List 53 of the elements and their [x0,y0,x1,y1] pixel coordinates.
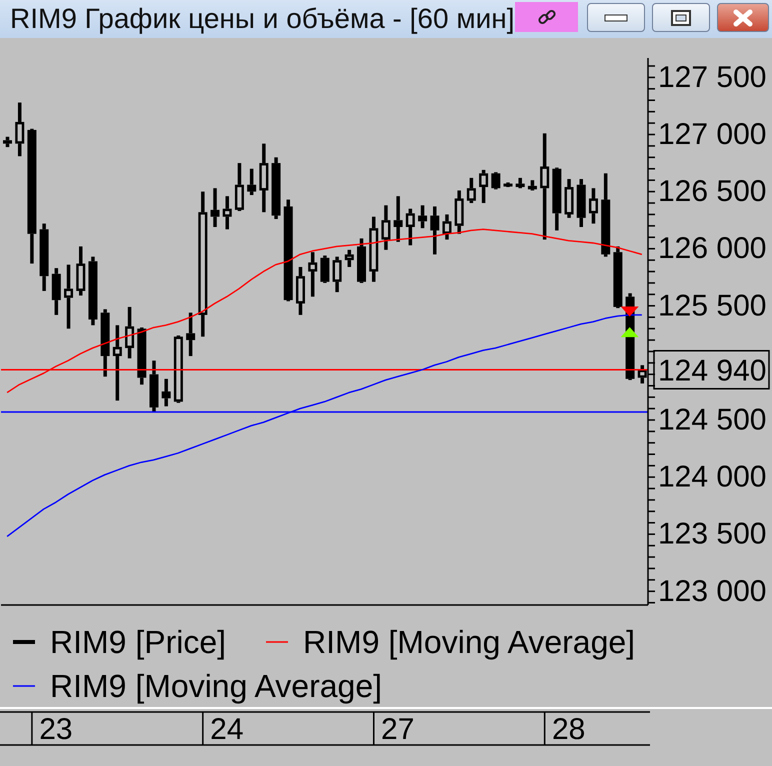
candlestick [64,264,74,329]
y-tick-label: 123 000 [658,574,766,608]
candlestick [296,266,305,315]
candlestick [247,168,256,196]
x-tick-label: 28 [552,713,586,746]
candlestick [76,246,86,296]
candlestick [381,205,390,250]
y-tick-label: 127 000 [658,118,766,152]
x-tick-label: 24 [210,713,244,746]
candlestick [308,252,318,297]
y-tick-label: 125 500 [658,289,766,322]
candlestick [259,144,268,212]
candlestick [491,172,500,190]
candlestick [479,170,488,204]
candlestick [552,168,562,230]
candlestick [100,309,110,377]
candlestick [418,205,428,228]
legend-label: RIM9 [Price] [50,624,226,660]
chart-title: RIM9 График цены и объёма - [60 мин] [10,2,514,36]
candlestick [15,102,24,156]
candlestick [112,325,122,401]
candlestick [564,179,574,218]
legend-label: RIM9 [Moving Average] [50,668,382,704]
candlestick [198,192,208,337]
candlestick [430,206,440,254]
y-tick-label: 126 000 [658,232,766,266]
candlestick [52,268,61,315]
candlestick [40,224,49,291]
candlestick [162,378,171,406]
candlestick [332,256,342,292]
candlestick [210,188,220,228]
candlestick [466,178,476,204]
candlestick [88,256,98,326]
x-tick-label: 23 [39,713,73,746]
candlestick [406,208,415,246]
candlestick [588,188,598,224]
y-tick-label: 123 500 [658,518,766,551]
candlestick [394,196,403,242]
ref-line-label: 124 940 [658,354,766,388]
x-tick-label: 27 [381,713,414,746]
candlestick [272,157,281,220]
candlestick [344,250,354,267]
candlestick [186,312,196,356]
legend-label: RIM9 [Moving Average] [303,624,636,660]
candlestick [222,196,232,230]
y-tick-label: 126 500 [658,175,766,208]
candlestick [576,179,586,228]
y-tick-label: 124 500 [658,404,766,436]
y-tick-label: 127 500 [658,60,766,94]
candlestick [540,133,550,240]
y-tick-label: 124 000 [658,460,766,494]
candlestick [125,306,134,358]
candlestick [369,216,378,282]
